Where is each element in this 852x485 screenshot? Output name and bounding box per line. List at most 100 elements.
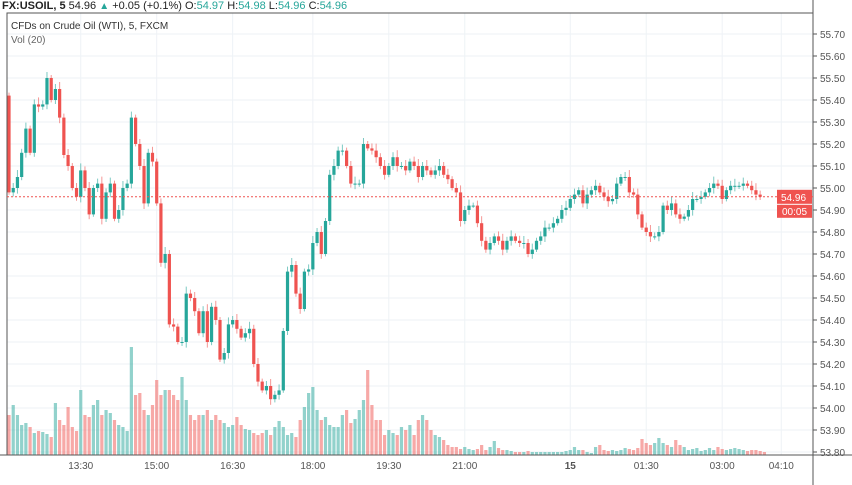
volume-bar [543, 452, 547, 455]
candle [395, 157, 399, 166]
volume-bar [108, 413, 112, 455]
candle [572, 194, 577, 199]
volume-bar [96, 400, 100, 455]
candle [661, 205, 665, 232]
chart-legend: CFDs on Crude Oil (WTI), 5, FXCM Vol (20… [11, 20, 168, 48]
candle [758, 194, 762, 197]
candle [70, 166, 74, 188]
candle [159, 203, 163, 263]
candle [163, 254, 167, 263]
volume-bar [568, 450, 572, 455]
candle [644, 227, 648, 232]
candle [201, 311, 205, 334]
volume-bar [412, 435, 416, 455]
candle [171, 324, 176, 327]
candle [374, 150, 378, 158]
volume-bar [657, 438, 661, 455]
candle [585, 194, 589, 204]
volume-bar [446, 445, 450, 455]
open-label: O: [184, 0, 197, 12]
candle [534, 240, 539, 250]
volume-bar [450, 447, 454, 455]
candle [437, 166, 442, 171]
candle [636, 194, 640, 215]
volume-bar [142, 410, 146, 455]
volume-bar [15, 415, 20, 455]
volume-bar [750, 450, 754, 455]
close-value: 54.96 [319, 0, 348, 12]
x-tick-label: 04:10 [769, 461, 794, 472]
series-title[interactable]: CFDs on Crude Oil (WTI), 5, FXCM [11, 21, 169, 32]
y-tick-label: 54.20 [820, 360, 845, 371]
y-tick-label: 55.20 [820, 140, 845, 151]
candle [205, 311, 209, 342]
volume-bar [606, 451, 610, 455]
candle [412, 161, 416, 166]
y-tick-label: 53.90 [820, 426, 845, 437]
volume-bar [311, 387, 315, 455]
volume-bar [492, 441, 496, 455]
volume-bar [345, 410, 349, 455]
volume-bar [307, 393, 311, 455]
volume-bar [496, 448, 501, 455]
candle [247, 328, 252, 334]
volume-bar [180, 377, 184, 455]
volume-bar [163, 390, 167, 455]
volume-study-label[interactable]: Vol (20) [11, 35, 46, 46]
candle [66, 155, 70, 166]
y-tick-label: 55.00 [820, 184, 845, 195]
candle [294, 265, 298, 294]
candle [475, 205, 480, 224]
candle [530, 249, 534, 254]
high-value: 54.98 [238, 0, 266, 12]
volume-bar [420, 415, 425, 455]
volume-bar [7, 415, 11, 455]
volume-bar [340, 415, 344, 455]
candle [349, 166, 353, 184]
volume-bar [640, 439, 644, 455]
volume-bar [442, 440, 446, 455]
y-tick-label: 54.80 [820, 228, 845, 239]
candle [96, 183, 100, 188]
candle [15, 177, 20, 188]
countdown-label: 00:05 [782, 207, 807, 218]
candle [442, 166, 446, 175]
volume-bar [729, 449, 733, 455]
volume-bar [205, 410, 209, 455]
y-tick-label: 54.00 [820, 404, 845, 415]
candle [707, 188, 712, 193]
volume-bar [526, 451, 530, 455]
candle [602, 192, 606, 197]
candle [450, 179, 454, 188]
volume-bar [724, 450, 728, 455]
candle [188, 293, 193, 298]
volume-bar [45, 434, 49, 455]
candle [315, 232, 319, 243]
candle [7, 95, 11, 193]
candle [155, 161, 159, 204]
candle [598, 185, 602, 193]
candle [619, 177, 623, 184]
volume-bar [197, 415, 201, 455]
volume-bar [471, 450, 475, 455]
candle [218, 320, 222, 360]
volume-bar [302, 407, 306, 455]
volume-bar [53, 403, 58, 455]
volume-bar [91, 405, 95, 455]
volume-bar [488, 447, 492, 455]
volume-bar [269, 435, 273, 455]
candle [62, 117, 66, 155]
candle [501, 240, 505, 250]
candle [197, 311, 201, 334]
volume-bar [644, 443, 648, 455]
candle [328, 174, 332, 221]
low-label: L: [268, 0, 278, 12]
y-tick-label: 54.30 [820, 338, 845, 349]
volume-bar [87, 417, 91, 455]
volume-bar [678, 445, 682, 455]
volume-bar [518, 452, 522, 455]
close-label: C: [308, 0, 320, 12]
volume-bar [623, 448, 627, 455]
